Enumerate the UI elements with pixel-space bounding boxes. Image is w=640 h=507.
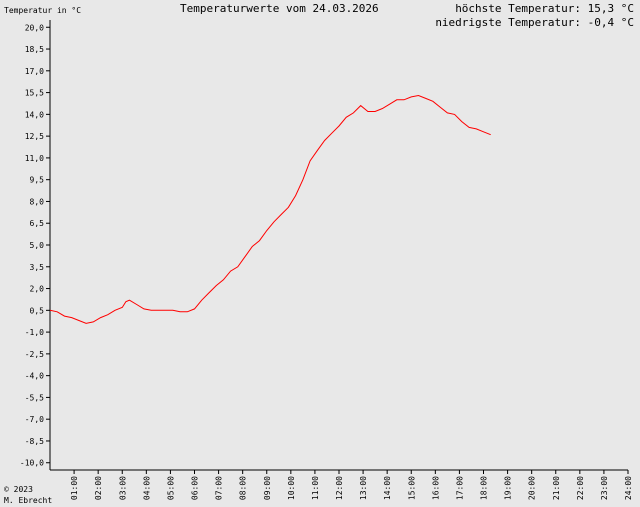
x-tick-label: 07:00 — [215, 476, 224, 500]
y-tick-label: -4,0 — [25, 372, 44, 381]
x-tick-label: 11:00 — [311, 476, 320, 500]
chart-title: Temperaturwerte vom 24.03.2026 — [180, 2, 379, 15]
x-tick-label: 22:00 — [576, 476, 585, 500]
y-tick-label: 6,5 — [30, 219, 45, 228]
y-tick-label: 3,5 — [30, 263, 45, 272]
y-tick-label: 5,0 — [30, 241, 45, 250]
y-tick-label: -1,0 — [25, 328, 44, 337]
x-tick-label: 08:00 — [239, 476, 248, 500]
x-tick-label: 18:00 — [480, 476, 489, 500]
y-tick-label: 9,5 — [30, 176, 45, 185]
x-tick-label: 10:00 — [287, 476, 296, 500]
y-axis-label: Temperatur in °C — [4, 6, 82, 15]
y-tick-label: -8,5 — [25, 437, 44, 446]
temperature-series-line — [49, 94, 491, 324]
x-tick-label: 02:00 — [94, 476, 103, 500]
x-tick-label: 21:00 — [552, 476, 561, 500]
x-tick-label: 17:00 — [455, 476, 464, 500]
max-temperature: höchste Temperatur: 15,3 °C — [455, 2, 634, 15]
x-tick-label: 06:00 — [191, 476, 200, 500]
x-tick-label: 13:00 — [359, 476, 368, 500]
y-tick-label: -5,5 — [25, 393, 44, 402]
y-tick-label: -10,0 — [20, 459, 44, 468]
y-tick-label: 0,5 — [30, 306, 45, 315]
y-tick-label: 17,0 — [25, 67, 44, 76]
x-tick-label: 15:00 — [407, 476, 416, 500]
y-tick-label: 15,5 — [25, 89, 44, 98]
x-tick-label: 23:00 — [600, 476, 609, 500]
x-tick-label: 04:00 — [142, 476, 151, 500]
x-tick-label: 14:00 — [383, 476, 392, 500]
y-ticks: -10,0 -8,5 -7,0 -5,5 -4,0 -2,5 -1,0 0,5 2,0 3,5 5,… — [20, 23, 50, 468]
x-tick-label: 05:00 — [166, 476, 175, 500]
x-ticks: 01:00 02:00 03:00 04:00 05:00 06:00 07:00 08:00… — [70, 470, 633, 500]
x-tick-label: 20:00 — [528, 476, 537, 500]
x-tick-label: 16:00 — [431, 476, 440, 500]
y-tick-label: 11,0 — [25, 154, 44, 163]
copyright-year: © 2023 — [4, 485, 33, 494]
copyright-author: M. Ebrecht — [4, 496, 53, 505]
y-tick-label: 20,0 — [25, 23, 44, 32]
y-tick-label: 8,0 — [30, 197, 45, 206]
y-tick-label: 2,0 — [30, 285, 45, 294]
x-tick-label: 19:00 — [504, 476, 513, 500]
y-tick-label: 18,5 — [25, 45, 44, 54]
min-temperature: niedrigste Temperatur: -0,4 °C — [435, 16, 634, 29]
y-tick-label: -7,0 — [25, 415, 44, 424]
x-tick-label: 12:00 — [335, 476, 344, 500]
y-tick-label: 12,5 — [25, 132, 44, 141]
y-tick-label: -2,5 — [25, 350, 44, 359]
x-tick-label: 03:00 — [118, 476, 127, 500]
x-tick-label: 09:00 — [263, 476, 272, 500]
x-tick-label: 24:00 — [624, 476, 633, 500]
x-tick-label: 01:00 — [70, 476, 79, 500]
y-tick-label: 14,0 — [25, 110, 44, 119]
